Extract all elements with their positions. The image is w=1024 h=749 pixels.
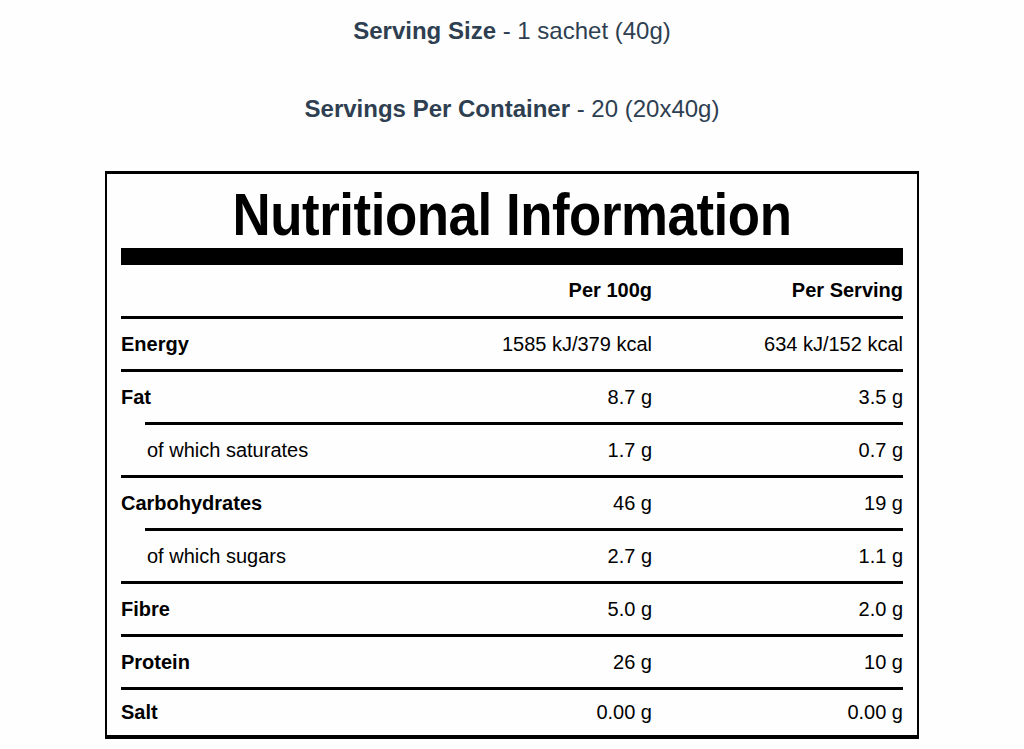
serving-size-label: Serving Size [353,17,496,44]
row-label: of which sugars [121,545,402,568]
row-label: Carbohydrates [121,492,402,515]
table-row: Energy 1585 kJ/379 kcal 634 kJ/152 kcal [121,319,903,369]
row-label: Protein [121,651,402,674]
nutrition-table-title: Nutritional Information [156,181,869,248]
table-row: Fat 8.7 g 3.5 g [121,372,903,422]
row-per-100g-value: 0.00 g [402,701,652,724]
row-per-100g-value: 1585 kJ/379 kcal [402,333,652,356]
servings-per-container-line: Servings Per Container - 20 (20x40g) [0,95,1024,123]
row-per-serving-value: 10 g [652,651,903,674]
nutrition-table: Nutritional Information Per 100g Per Ser… [105,171,919,739]
row-label: Fibre [121,598,402,621]
serving-size-line: Serving Size - 1 sachet (40g) [0,17,1024,45]
row-per-serving-value: 0.7 g [652,439,903,462]
serving-size-value: - 1 sachet (40g) [503,17,671,44]
servings-per-container-label: Servings Per Container [305,95,570,122]
row-label: Energy [121,333,402,356]
table-row: of which saturates 1.7 g 0.7 g [121,425,903,475]
row-per-serving-value: 0.00 g [652,701,903,724]
row-per-100g-value: 5.0 g [402,598,652,621]
table-body: Energy 1585 kJ/379 kcal 634 kJ/152 kcal … [107,319,917,735]
table-row: Salt 0.00 g 0.00 g [121,690,903,735]
row-per-serving-value: 19 g [652,492,903,515]
row-per-serving-value: 2.0 g [652,598,903,621]
row-per-100g-value: 1.7 g [402,439,652,462]
row-per-100g-value: 8.7 g [402,386,652,409]
servings-per-container-value: - 20 (20x40g) [577,95,720,122]
row-per-serving-value: 3.5 g [652,386,903,409]
column-header-per-serving: Per Serving [652,279,903,302]
column-header-per-100g: Per 100g [402,279,652,302]
row-label: of which saturates [121,439,402,462]
row-per-serving-value: 1.1 g [652,545,903,568]
row-label: Salt [121,701,402,724]
table-row: Carbohydrates 46 g 19 g [121,478,903,528]
table-row: Fibre 5.0 g 2.0 g [121,584,903,634]
table-row: Protein 26 g 10 g [121,637,903,687]
table-header-row: Per 100g Per Serving [121,265,903,316]
table-row: of which sugars 2.7 g 1.1 g [121,531,903,581]
row-per-serving-value: 634 kJ/152 kcal [652,333,903,356]
row-per-100g-value: 2.7 g [402,545,652,568]
row-per-100g-value: 26 g [402,651,652,674]
title-separator-bar [121,248,903,265]
row-per-100g-value: 46 g [402,492,652,515]
row-label: Fat [121,386,402,409]
